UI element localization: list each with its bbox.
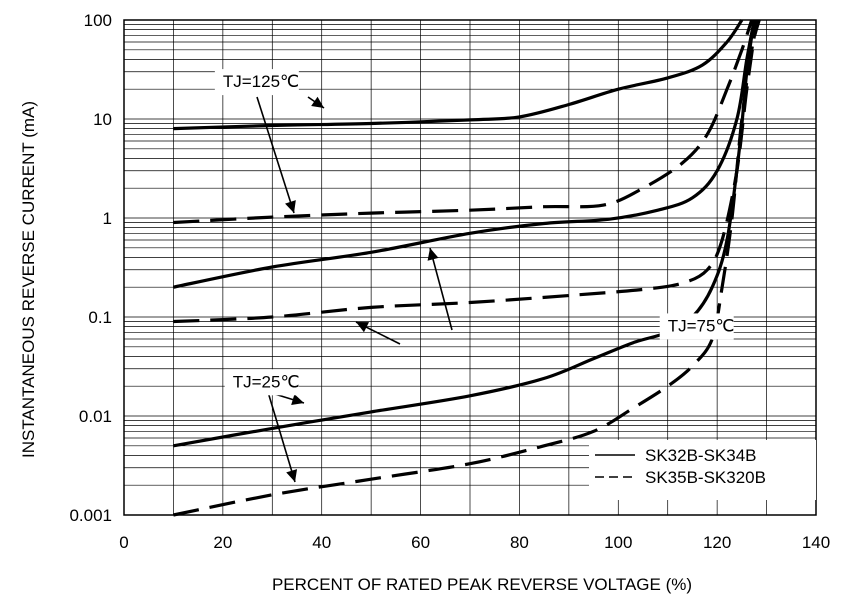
annotation-box	[659, 313, 734, 340]
x-tick-label: 140	[802, 533, 830, 552]
x-tick-label: 60	[411, 533, 430, 552]
legend: SK32B-SK34B SK35B-SK320B	[589, 440, 816, 500]
arrow-head	[285, 200, 296, 213]
annotations: TJ=125℃ TJ=75℃ TJ=25℃	[214, 69, 735, 396]
y-tick-labels: 0.001 0.01 0.1 1 10 100	[69, 11, 112, 525]
arrow-head	[311, 96, 324, 108]
y-axis-label: INSTANTANEOUS REVERSE CURRENT (mA)	[19, 101, 38, 458]
legend-label: SK32B-SK34B	[645, 446, 757, 465]
annotation-box	[214, 69, 299, 96]
arrow-line	[429, 247, 453, 331]
annotation-label: TJ=75℃	[668, 316, 735, 335]
y-tick-label: 0.001	[69, 506, 112, 525]
y-tick-label: 0.01	[79, 407, 112, 426]
annotation-label: TJ=25℃	[233, 372, 300, 391]
annotation-box	[224, 369, 299, 396]
legend-label: SK35B-SK320B	[645, 468, 766, 487]
solid-series-curve	[173, 19, 744, 131]
x-tick-labels: 0 20 40 60 80 100 120 140	[119, 533, 830, 552]
x-tick-label: 20	[213, 533, 232, 552]
x-tick-label: 80	[510, 533, 529, 552]
arrow-head	[291, 394, 304, 405]
arrow-line	[267, 391, 296, 483]
y-tick-label: 1	[103, 209, 112, 228]
y-tick-label: 100	[84, 11, 112, 30]
y-tick-label: 10	[93, 110, 112, 129]
x-tick-label: 100	[604, 533, 632, 552]
annotation-label: TJ=125℃	[223, 72, 299, 91]
y-tick-label: 0.1	[88, 308, 112, 327]
plot-frame	[123, 19, 817, 516]
x-tick-label: 120	[703, 533, 731, 552]
legend-box	[589, 440, 816, 500]
x-tick-label: 0	[119, 533, 128, 552]
arrow-line	[256, 96, 295, 214]
x-tick-label: 40	[312, 533, 331, 552]
dashed-series-curve	[173, 19, 759, 324]
x-axis-label: PERCENT OF RATED PEAK REVERSE VOLTAGE (%…	[272, 575, 692, 594]
arrow-head	[427, 248, 439, 261]
data-curves	[173, 19, 761, 517]
arrow-head	[356, 322, 369, 333]
dashed-series-curve	[173, 19, 754, 225]
dashed-series-curve	[173, 19, 761, 517]
solid-series-curve	[173, 19, 756, 289]
arrow-head	[286, 469, 298, 482]
annotation-arrows	[256, 96, 453, 483]
